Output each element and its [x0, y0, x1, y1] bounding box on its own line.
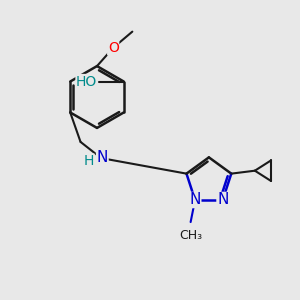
- Text: H: H: [84, 154, 94, 168]
- Text: N: N: [97, 150, 108, 165]
- Text: O: O: [108, 41, 118, 55]
- Text: CH₃: CH₃: [179, 229, 202, 242]
- Text: HO: HO: [76, 74, 97, 88]
- Text: N: N: [217, 193, 228, 208]
- Text: N: N: [189, 193, 201, 208]
